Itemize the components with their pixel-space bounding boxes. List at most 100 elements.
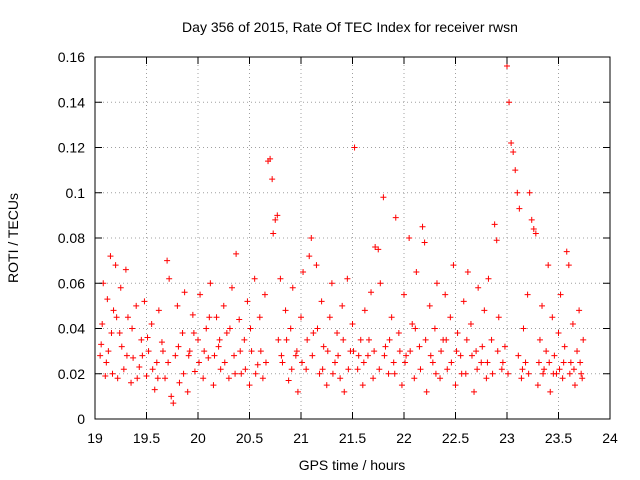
data-point bbox=[577, 359, 584, 366]
data-point bbox=[561, 343, 568, 350]
data-point bbox=[578, 370, 585, 377]
data-point bbox=[282, 307, 289, 314]
data-point bbox=[306, 253, 313, 260]
data-point bbox=[532, 230, 539, 237]
data-point bbox=[463, 336, 470, 343]
x-tick-label: 22.5 bbox=[442, 430, 469, 446]
data-point bbox=[427, 352, 434, 359]
y-tick-label: 0 bbox=[77, 411, 85, 427]
data-point bbox=[438, 348, 445, 355]
data-point bbox=[233, 250, 240, 257]
data-point bbox=[386, 336, 393, 343]
data-point bbox=[505, 370, 512, 377]
data-point bbox=[153, 359, 160, 366]
data-point bbox=[289, 284, 296, 291]
data-point bbox=[324, 348, 331, 355]
data-point bbox=[136, 363, 143, 370]
data-point bbox=[122, 266, 129, 273]
data-point bbox=[149, 366, 156, 373]
data-point bbox=[155, 307, 162, 314]
data-point bbox=[464, 268, 471, 275]
data-point bbox=[526, 189, 533, 196]
data-point bbox=[267, 155, 274, 162]
data-point bbox=[495, 314, 502, 321]
data-point bbox=[216, 336, 223, 343]
data-point bbox=[396, 348, 403, 355]
data-point bbox=[437, 375, 444, 382]
data-point bbox=[516, 205, 523, 212]
data-point bbox=[144, 334, 151, 341]
data-point bbox=[403, 352, 410, 359]
data-point bbox=[294, 388, 301, 395]
data-point bbox=[203, 325, 210, 332]
data-point bbox=[287, 325, 294, 332]
data-point bbox=[569, 320, 576, 327]
data-point bbox=[206, 314, 213, 321]
x-tick-label: 20.5 bbox=[236, 430, 263, 446]
data-point bbox=[165, 359, 172, 366]
data-point bbox=[124, 314, 131, 321]
data-point bbox=[360, 359, 367, 366]
data-point bbox=[334, 330, 341, 337]
data-point bbox=[180, 370, 187, 377]
data-point bbox=[514, 189, 521, 196]
data-point bbox=[478, 359, 485, 366]
data-point bbox=[539, 302, 546, 309]
data-point bbox=[242, 366, 249, 373]
data-point bbox=[580, 336, 587, 343]
data-point bbox=[232, 370, 239, 377]
data-point bbox=[547, 388, 554, 395]
data-point bbox=[196, 359, 203, 366]
data-point bbox=[354, 366, 361, 373]
data-point bbox=[494, 348, 501, 355]
data-point bbox=[148, 320, 155, 327]
data-point bbox=[308, 235, 315, 241]
data-point bbox=[123, 352, 130, 359]
data-point bbox=[256, 314, 263, 321]
data-point bbox=[501, 343, 508, 350]
axis-ticks bbox=[94, 56, 611, 420]
data-point bbox=[484, 359, 491, 366]
data-point bbox=[108, 330, 115, 337]
data-point bbox=[370, 375, 377, 382]
data-point bbox=[246, 382, 253, 389]
data-point bbox=[566, 370, 573, 377]
data-point bbox=[409, 320, 416, 327]
data-point bbox=[128, 379, 135, 386]
data-point bbox=[457, 352, 464, 359]
data-point bbox=[460, 298, 467, 305]
data-point bbox=[475, 284, 482, 291]
data-point bbox=[368, 289, 375, 296]
x-tick-label: 23.5 bbox=[545, 430, 572, 446]
x-tick-labels: 19 19.5 20 20.5 21 21.5 22 22.5 23 23.5 24 bbox=[87, 430, 618, 446]
data-point bbox=[326, 314, 333, 321]
data-point bbox=[376, 366, 383, 373]
data-point bbox=[314, 325, 321, 332]
data-point bbox=[560, 359, 567, 366]
data-point bbox=[110, 307, 117, 314]
data-point bbox=[225, 375, 232, 382]
data-point bbox=[563, 248, 570, 255]
x-tick-label: 22 bbox=[396, 430, 412, 446]
data-point bbox=[143, 373, 150, 380]
data-point bbox=[176, 379, 183, 386]
data-point bbox=[220, 302, 227, 309]
data-point bbox=[262, 359, 269, 366]
data-point bbox=[443, 336, 450, 343]
data-point bbox=[546, 359, 553, 366]
data-point bbox=[288, 366, 295, 373]
data-point bbox=[559, 375, 566, 382]
x-tick-label: 23 bbox=[499, 430, 515, 446]
data-point bbox=[133, 302, 140, 309]
data-point bbox=[251, 275, 258, 282]
data-point bbox=[211, 352, 218, 359]
data-point bbox=[310, 330, 317, 337]
data-point bbox=[382, 343, 389, 350]
data-point bbox=[159, 348, 166, 355]
data-point bbox=[375, 246, 382, 253]
data-point bbox=[145, 348, 152, 355]
data-point bbox=[452, 382, 459, 389]
data-point bbox=[237, 348, 244, 355]
data-point bbox=[283, 336, 290, 343]
